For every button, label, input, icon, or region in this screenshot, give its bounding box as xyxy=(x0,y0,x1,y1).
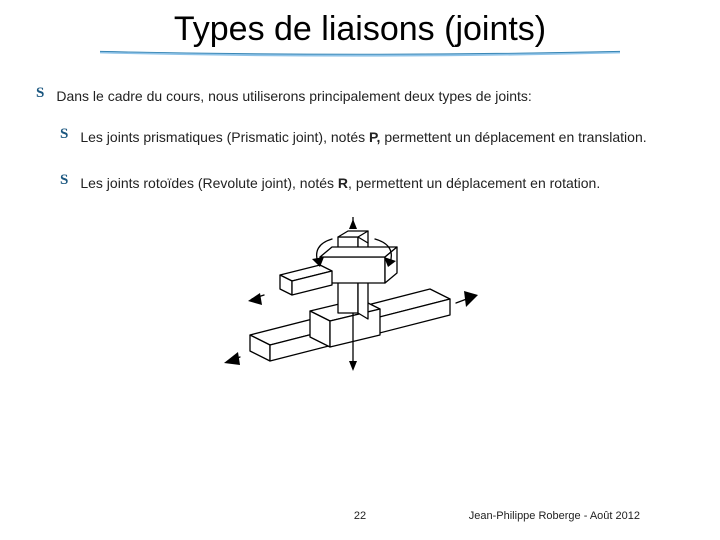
author-credit: Jean-Philippe Roberge - Août 2012 xyxy=(469,510,640,522)
sub-bullet-2-text: Les joints rotoïdes (Revolute joint), no… xyxy=(80,170,600,197)
joint-symbol-p: P, xyxy=(369,129,380,145)
joint-symbol-r: R xyxy=(338,175,348,191)
text-fragment: , permettent un déplacement en rotation. xyxy=(348,175,600,191)
bullet-icon: S xyxy=(60,170,68,191)
main-bullet-text: Dans le cadre du cours, nous utiliserons… xyxy=(56,83,531,110)
bullet-icon: S xyxy=(36,83,44,104)
prismatic-revolute-diagram xyxy=(220,217,500,417)
title-area: Types de liaisons (joints) xyxy=(0,0,720,55)
content-area: S Dans le cadre du cours, nous utilisero… xyxy=(0,55,720,417)
sub-bullet-1: S Les joints prismatiques (Prismatic joi… xyxy=(60,124,684,151)
joint-diagram xyxy=(36,217,684,417)
footer: 22 Jean-Philippe Roberge - Août 2012 xyxy=(0,510,720,522)
title-underline-curve xyxy=(100,49,620,57)
page-number: 22 xyxy=(354,510,366,522)
bullet-icon: S xyxy=(60,124,68,145)
text-fragment: Les joints rotoïdes (Revolute joint), no… xyxy=(80,175,338,191)
text-fragment: permettent un déplacement en translation… xyxy=(380,129,646,145)
sub-bullet-1-text: Les joints prismatiques (Prismatic joint… xyxy=(80,124,646,151)
text-fragment: Les joints prismatiques (Prismatic joint… xyxy=(80,129,369,145)
sub-bullet-2: S Les joints rotoïdes (Revolute joint), … xyxy=(60,170,684,197)
main-bullet-row: S Dans le cadre du cours, nous utilisero… xyxy=(36,83,684,110)
